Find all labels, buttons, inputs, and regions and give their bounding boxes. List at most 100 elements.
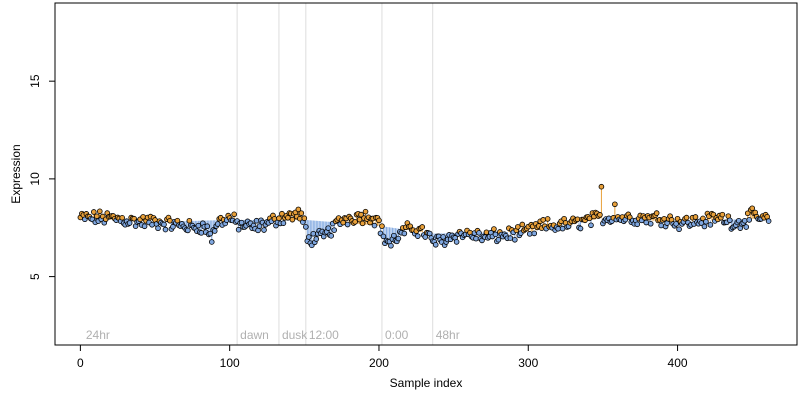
data-point-203: [380, 233, 387, 240]
data-point-342: [588, 222, 594, 229]
data-point-291: [512, 237, 518, 243]
phase-label-2: 12:00: [309, 328, 339, 342]
data-point-85: [204, 223, 211, 230]
data-point-379: [643, 219, 650, 226]
x-tick-label-3: 300: [518, 356, 538, 370]
plot-frame: [54, 2, 798, 346]
corner-label: 24hr: [86, 328, 110, 342]
data-point-148: [298, 210, 305, 216]
data-point-320: [555, 225, 561, 232]
data-point-310: [540, 217, 546, 223]
data-point-135: [279, 210, 285, 217]
data-point-333: [574, 216, 581, 223]
phase-marker-lines: [236, 3, 434, 345]
y-tick-label-1: 10: [28, 172, 42, 186]
data-point-197: [371, 222, 378, 229]
data-point-301: [526, 231, 533, 237]
x-tick-label-0: 0: [77, 356, 84, 370]
data-point-418: [701, 223, 708, 230]
x-tick-label-1: 100: [220, 356, 240, 370]
y-tick-label-2: 15: [28, 74, 42, 88]
data-point-419: [703, 218, 709, 225]
data-point-252: [453, 239, 460, 245]
data-point-293: [515, 224, 521, 230]
data-point-313: [544, 216, 551, 222]
data-point-133: [276, 215, 282, 222]
data-point-43: [141, 223, 148, 230]
phase-label-4: 48hr: [436, 328, 460, 342]
data-point-118: [253, 217, 260, 224]
data-point-341: [586, 215, 593, 222]
data-point-88: [208, 239, 215, 245]
data-point-189: [359, 220, 366, 227]
data-point-445: [741, 217, 748, 224]
data-point-448: [746, 217, 753, 223]
data-point-382: [647, 220, 654, 227]
data-point-188: [358, 211, 364, 218]
data-point-136: [280, 220, 287, 226]
data-point-267: [476, 230, 482, 236]
data-point-62: [170, 223, 176, 230]
x-axis: 0 100 200 300 400: [77, 344, 688, 370]
data-point-277: [491, 226, 497, 232]
x-tick-label-2: 200: [369, 356, 389, 370]
data-point-57: [162, 226, 169, 233]
data-point-142: [289, 216, 296, 223]
data-point-11: [94, 213, 100, 220]
data-point-120: [256, 223, 263, 229]
phase-label-0: dawn: [240, 328, 269, 342]
data-point-168: [328, 233, 334, 239]
data-point-446: [743, 224, 750, 230]
data-point-28: [119, 215, 125, 221]
data-point-265: [473, 235, 479, 242]
data-point-170: [331, 227, 337, 233]
data-point-435: [727, 217, 733, 224]
data-point-79: [195, 222, 202, 229]
data-point-348: [597, 212, 603, 218]
data-point-202: [379, 223, 385, 229]
data-point-358: [612, 201, 618, 208]
data-point-52: [155, 225, 161, 232]
data-point-87: [207, 230, 214, 237]
data-point-150: [301, 215, 308, 222]
data-point-191: [362, 208, 369, 215]
data-point-399: [673, 221, 679, 227]
phase-labels: dawn dusk 12:00 0:00 48hr 24hr: [86, 328, 460, 342]
data-point-106: [235, 226, 242, 233]
data-point-56: [161, 221, 167, 228]
data-point-208: [388, 242, 394, 249]
y-axis-title: Expression: [9, 144, 23, 203]
data-point-153: [306, 234, 312, 240]
data-point-412: [692, 214, 699, 220]
data-point-349: [598, 183, 605, 190]
x-tick-label-4: 400: [668, 356, 688, 370]
data-point-450: [749, 205, 756, 212]
data-point-234: [426, 230, 433, 237]
data-point-406: [683, 214, 690, 221]
data-point-296: [519, 221, 526, 228]
data-point-243: [440, 234, 446, 240]
phase-label-1: dusk: [282, 328, 308, 342]
data-point-139: [285, 214, 291, 221]
data-point-166: [325, 225, 332, 231]
data-point-217: [401, 230, 408, 237]
data-point-213: [395, 235, 402, 242]
data-point-200: [376, 217, 382, 224]
data-point-226: [414, 233, 421, 239]
data-point-272: [483, 229, 490, 236]
data-point-461: [765, 218, 772, 224]
data-point-422: [707, 222, 714, 228]
data-point-304: [531, 230, 538, 237]
phase-label-3: 0:00: [385, 328, 409, 342]
data-point-81: [198, 230, 205, 236]
data-point-123: [261, 227, 267, 233]
data-point-238: [432, 241, 439, 248]
y-tick-label-0: 5: [28, 273, 42, 280]
y-axis: 5 10 15: [28, 74, 56, 280]
data-point-430: [719, 211, 726, 218]
data-point-60: [167, 217, 173, 224]
data-point-389: [658, 222, 664, 229]
x-axis-title: Sample index: [390, 376, 463, 390]
data-point-391: [661, 216, 667, 222]
